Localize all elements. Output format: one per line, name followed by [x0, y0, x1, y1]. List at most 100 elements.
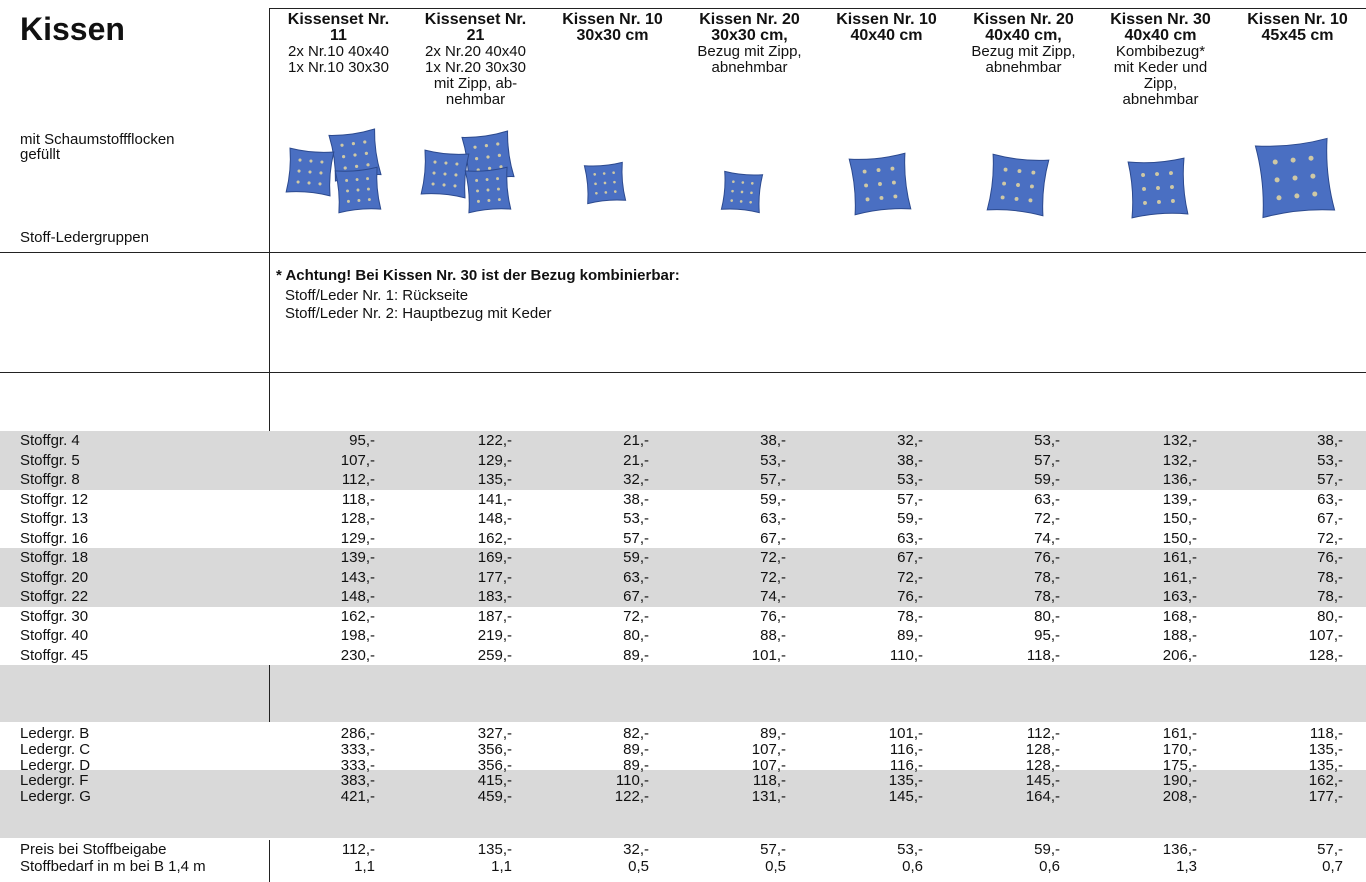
price: 88,- — [760, 627, 786, 644]
price: 78,- — [897, 607, 923, 625]
price: 63,- — [760, 510, 786, 527]
pillow — [285, 147, 335, 197]
row-label: Stoffgr. 4 — [20, 432, 80, 449]
price: 78,- — [1034, 588, 1060, 605]
price: 150,- — [1162, 510, 1197, 527]
price: 128,- — [340, 510, 375, 527]
column-desc: abnehmbar — [1122, 91, 1199, 108]
column-desc: mit Zipp, ab- — [433, 75, 518, 92]
price: 415,- — [477, 772, 512, 790]
title: Kissen — [20, 11, 125, 47]
price: 136,- — [1162, 471, 1197, 488]
note-line: Stoff/Leder Nr. 2: Hauptbezug mit Keder — [285, 305, 552, 322]
column-title: 21 — [466, 27, 485, 44]
price: 80,- — [1034, 607, 1060, 625]
price: 107,- — [340, 451, 375, 469]
price: 122,- — [614, 788, 649, 806]
price: 168,- — [1162, 607, 1197, 625]
price: 72,- — [1034, 510, 1060, 527]
price: 78,- — [1317, 588, 1343, 605]
column-desc: mit Keder und — [1113, 59, 1208, 76]
price: 67,- — [1317, 510, 1343, 527]
row-shade — [0, 548, 1366, 607]
price: 78,- — [1034, 568, 1060, 586]
price: 143,- — [340, 568, 375, 586]
price: 356,- — [477, 756, 512, 774]
column-title: Kissen Nr. 20 — [699, 11, 800, 28]
price: 118,- — [1026, 646, 1060, 664]
row-label: Stoffgr. 16 — [20, 529, 89, 547]
price: 101,- — [888, 725, 923, 742]
price: 139,- — [1162, 490, 1197, 508]
price: 57,- — [760, 841, 786, 858]
price: 170,- — [1162, 740, 1197, 758]
price: 0,5 — [765, 858, 786, 875]
row-label: Ledergr. B — [20, 725, 90, 742]
price: 21,- — [623, 451, 649, 469]
price: 63,- — [623, 568, 649, 586]
price: 89,- — [623, 740, 649, 758]
column-title: 45x45 cm — [1261, 27, 1334, 44]
row-label: Stoffgr. 20 — [20, 568, 89, 586]
row-label: Stoffgr. 22 — [20, 588, 89, 605]
pillow — [848, 152, 912, 216]
price: 67,- — [623, 588, 649, 605]
price: 89,- — [897, 627, 923, 644]
price: 145,- — [1025, 772, 1060, 790]
pillow — [1127, 157, 1189, 219]
price: 57,- — [760, 471, 786, 488]
price: 128,- — [1308, 646, 1343, 664]
price: 135,- — [888, 772, 923, 790]
row-shade — [0, 431, 1366, 490]
price: 57,- — [623, 529, 649, 547]
price: 383,- — [340, 772, 375, 790]
column-desc: abnehmbar — [711, 59, 788, 76]
price: 76,- — [897, 588, 923, 605]
price: 190,- — [1162, 772, 1197, 790]
price: 112,- — [1026, 725, 1060, 742]
row-shade — [0, 770, 1366, 838]
price: 59,- — [1034, 471, 1060, 488]
column-title: 30x30 cm, — [711, 27, 788, 44]
price: 53,- — [897, 471, 923, 488]
price: 76,- — [1034, 549, 1060, 566]
price: 208,- — [1162, 788, 1197, 806]
pillow — [420, 149, 470, 199]
row-label: Ledergr. F — [20, 772, 89, 790]
rule — [269, 665, 270, 722]
row-label: Stoffbedarf in m bei B 1,4 m — [20, 858, 206, 875]
left-note: gefüllt — [20, 146, 61, 163]
column-title: 40x40 cm — [1124, 27, 1197, 44]
pillow — [1254, 137, 1336, 219]
row-label: Ledergr. C — [20, 740, 91, 758]
price: 116,- — [889, 756, 923, 774]
price: 53,- — [897, 841, 923, 858]
pillow — [464, 166, 512, 214]
price: 95,- — [1034, 627, 1060, 644]
row-label: Ledergr. G — [20, 788, 91, 806]
price: 32,- — [623, 471, 649, 488]
price: 135,- — [477, 841, 512, 858]
price: 128,- — [1025, 740, 1060, 758]
column-desc: Bezug mit Zipp, — [697, 43, 802, 60]
price: 107,- — [1308, 627, 1343, 644]
group-label: Stoff-Ledergruppen — [20, 229, 149, 246]
price: 0,7 — [1322, 858, 1343, 875]
price: 89,- — [623, 756, 649, 774]
price: 164,- — [1025, 788, 1060, 806]
price: 175,- — [1162, 756, 1197, 774]
column-title: 40x40 cm, — [985, 27, 1062, 44]
price: 333,- — [340, 756, 375, 774]
price: 78,- — [1317, 568, 1343, 586]
price: 32,- — [623, 841, 649, 858]
price: 53,- — [623, 510, 649, 527]
column-desc: Zipp, — [1143, 75, 1178, 92]
price: 118,- — [341, 490, 375, 508]
price: 129,- — [477, 451, 512, 469]
price: 107,- — [751, 756, 786, 774]
price: 38,- — [897, 451, 923, 469]
price: 63,- — [1034, 490, 1060, 508]
column-title: 11 — [330, 27, 347, 44]
price: 59,- — [897, 510, 923, 527]
price: 122,- — [477, 432, 512, 449]
